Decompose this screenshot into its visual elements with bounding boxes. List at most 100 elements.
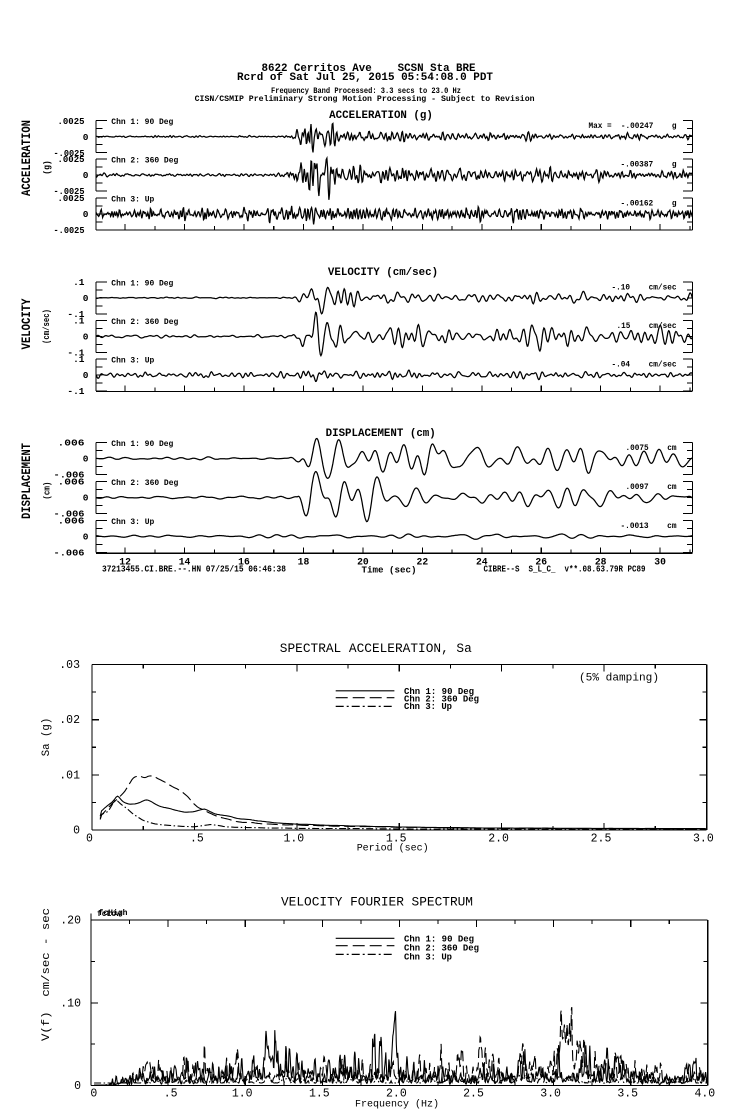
svg-text:0: 0: [83, 370, 89, 381]
svg-text:VELOCITY (cm/sec): VELOCITY (cm/sec): [328, 267, 438, 279]
svg-text:.1: .1: [73, 277, 85, 288]
svg-text:-.0013 cm: -.0013 cm: [621, 522, 677, 531]
svg-text:Chn 3: Up: Chn 3: Up: [111, 517, 154, 527]
svg-text:.0025: .0025: [58, 116, 85, 127]
svg-text:14: 14: [179, 557, 191, 568]
svg-text:Chn 2: 360 Deg: Chn 2: 360 Deg: [111, 478, 178, 488]
svg-text:1.0: 1.0: [283, 833, 304, 846]
svg-text:-.1: -.1: [67, 309, 84, 320]
svg-text:0: 0: [83, 532, 89, 543]
svg-text:Time (sec): Time (sec): [362, 565, 417, 576]
svg-text:DISPLACEMENT: DISPLACEMENT: [19, 443, 34, 519]
svg-text:3.0: 3.0: [540, 1088, 561, 1101]
svg-text:-.0025: -.0025: [54, 148, 85, 159]
svg-text:.03: .03: [59, 659, 80, 672]
svg-text:Chn 2: 360 Deg: Chn 2: 360 Deg: [404, 944, 479, 954]
svg-text:2.5: 2.5: [591, 833, 612, 846]
svg-text:(5% damping): (5% damping): [579, 673, 659, 685]
svg-text:3.5: 3.5: [617, 1088, 638, 1101]
svg-text:ACCELERATION (g): ACCELERATION (g): [329, 110, 433, 122]
svg-text:.5: .5: [164, 1088, 178, 1101]
svg-text:.0075 cm: .0075 cm: [626, 444, 677, 453]
svg-text:Chn 2: 360 Deg: Chn 2: 360 Deg: [111, 317, 178, 327]
svg-text:-.1: -.1: [67, 386, 84, 397]
svg-text:-.0025: -.0025: [54, 186, 85, 197]
svg-text:0: 0: [83, 132, 89, 143]
svg-text:0: 0: [86, 833, 93, 846]
svg-text:DISPLACEMENT (cm): DISPLACEMENT (cm): [326, 428, 436, 440]
svg-text:.15 cm/sec: .15 cm/sec: [617, 321, 677, 331]
svg-text:0: 0: [83, 209, 89, 220]
svg-text:SPECTRAL ACCELERATION, Sa: SPECTRAL ACCELERATION, Sa: [280, 641, 472, 656]
svg-text:12: 12: [119, 557, 131, 568]
svg-text:ACCELERATION: ACCELERATION: [19, 120, 34, 196]
svg-text:.02: .02: [59, 714, 80, 727]
svg-text:Chn 3: Up: Chn 3: Up: [404, 702, 452, 712]
svg-text:-.1: -.1: [67, 348, 84, 359]
svg-text:2.0: 2.0: [488, 833, 509, 846]
svg-text:18: 18: [298, 557, 310, 568]
svg-text:Frequency (Hz): Frequency (Hz): [355, 1099, 439, 1111]
svg-text:Chn 2: 360 Deg: Chn 2: 360 Deg: [404, 695, 479, 705]
svg-text:(cm/sec): (cm/sec): [42, 309, 52, 344]
svg-text:-.00162 g: -.00162 g: [621, 200, 677, 209]
svg-text:0: 0: [83, 493, 89, 504]
svg-text:.20: .20: [60, 915, 81, 928]
svg-text:8622 Cerritos Ave SCSN Sta: 8622 Cerritos Ave SCSN Sta BRE: [262, 63, 476, 75]
svg-text:(cm): (cm): [43, 482, 53, 500]
svg-text:Sa (g): Sa (g): [41, 718, 53, 757]
svg-text:fcLow: fcLow: [97, 909, 121, 919]
svg-text:-.0025: -.0025: [54, 225, 85, 236]
svg-text:Frequency Band Processed: 3.3: Frequency Band Processed: 3.3 secs to 23…: [271, 87, 461, 96]
svg-text:Chn 1: 90 Deg: Chn 1: 90 Deg: [404, 934, 474, 944]
svg-text:-.006: -.006: [54, 470, 85, 481]
svg-text:.006: .006: [58, 438, 85, 449]
svg-text:1.0: 1.0: [232, 1088, 253, 1101]
svg-text:Chn 1: 90 Deg: Chn 1: 90 Deg: [111, 439, 173, 449]
svg-text:Period (sec): Period (sec): [357, 843, 429, 855]
svg-text:-.10 cm/sec: -.10 cm/sec: [612, 282, 677, 292]
svg-text:Chn 1: 90 Deg: Chn 1: 90 Deg: [111, 278, 173, 288]
svg-text:.006: .006: [58, 516, 85, 527]
svg-text:fcHigh: fcHigh: [99, 908, 128, 918]
svg-text:16: 16: [238, 557, 250, 568]
svg-text:-.00387 g: -.00387 g: [621, 161, 677, 170]
svg-text:0: 0: [74, 1080, 81, 1093]
svg-text:V(f) cm/sec - sec: V(f) cm/sec - sec: [41, 908, 53, 1041]
svg-text:3.0: 3.0: [693, 833, 714, 846]
svg-text:0: 0: [90, 1088, 97, 1101]
svg-text:Chn 3: Up: Chn 3: Up: [111, 356, 154, 366]
svg-text:Chn 2: 360 Deg: Chn 2: 360 Deg: [111, 156, 178, 166]
svg-text:24: 24: [476, 557, 488, 568]
svg-text:Max = -.00247 g: Max = -.00247 g: [589, 122, 677, 131]
svg-text:.1: .1: [73, 316, 85, 327]
svg-text:0: 0: [83, 454, 89, 465]
svg-text:.5: .5: [190, 833, 204, 846]
svg-text:1.5: 1.5: [386, 833, 407, 846]
svg-text:VELOCITY FOURIER SPECTRUM: VELOCITY FOURIER SPECTRUM: [281, 895, 473, 910]
svg-text:Chn 1: 90 Deg: Chn 1: 90 Deg: [111, 117, 173, 127]
svg-text:-.006: -.006: [54, 509, 85, 520]
svg-text:22: 22: [417, 557, 429, 568]
svg-text:(g): (g): [43, 160, 53, 175]
svg-text:Chn 3: Up: Chn 3: Up: [404, 953, 452, 963]
svg-text:.10: .10: [60, 997, 81, 1010]
svg-text:0: 0: [83, 332, 89, 343]
svg-text:.0025: .0025: [58, 154, 85, 165]
svg-text:-.006: -.006: [54, 548, 85, 559]
svg-text:1.5: 1.5: [309, 1088, 330, 1101]
svg-text:.01: .01: [59, 769, 80, 782]
svg-text:Rcrd of Sat Jul 25, 2015 05:54: Rcrd of Sat Jul 25, 2015 05:54:08.0 PDT: [237, 72, 493, 84]
svg-text:2.5: 2.5: [463, 1088, 484, 1101]
svg-text:.006: .006: [58, 477, 85, 488]
svg-text:-.04 cm/sec: -.04 cm/sec: [612, 360, 677, 370]
svg-text:CIBRE--S S_L_C_ v**.08.63.79: CIBRE--S S_L_C_ v**.08.63.79R PC89: [484, 564, 646, 575]
svg-text:37213455.CI.BRE.--.HN 07/25/15: 37213455.CI.BRE.--.HN 07/25/15 06:46:38: [102, 564, 286, 575]
svg-text:0: 0: [83, 170, 89, 181]
svg-text:20: 20: [357, 557, 369, 568]
svg-text:Chn 1: 90 Deg: Chn 1: 90 Deg: [404, 687, 474, 697]
svg-text:28: 28: [595, 557, 607, 568]
svg-text:26: 26: [535, 557, 547, 568]
svg-text:4.0: 4.0: [694, 1088, 715, 1101]
svg-text:.0097 cm: .0097 cm: [626, 483, 677, 492]
